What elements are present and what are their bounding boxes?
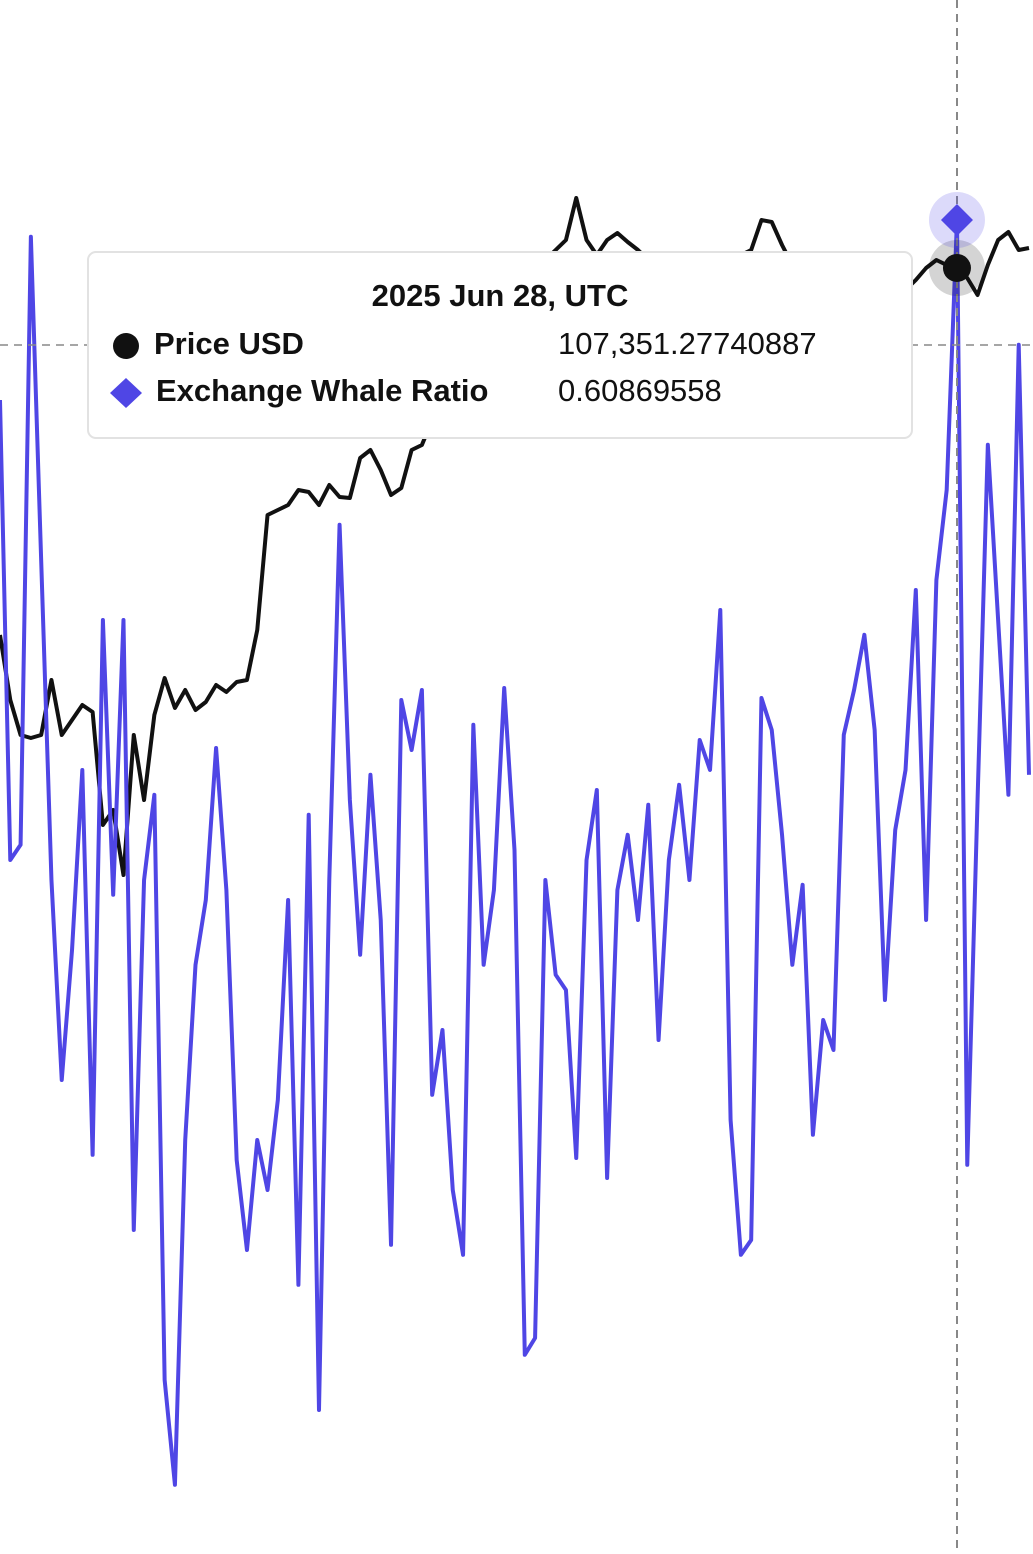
tooltip-title: 2025 Jun 28, UTC <box>372 278 629 313</box>
tooltip-icon <box>113 333 139 359</box>
tooltip-box <box>87 251 913 439</box>
tooltip-series-name: Exchange Whale Ratio <box>156 373 488 408</box>
hover-point <box>940 204 973 237</box>
series-line <box>0 218 1031 1487</box>
tooltip: 2025 Jun 28, UTC Price USD 107,351.27740… <box>87 251 913 439</box>
hover-point <box>942 253 971 282</box>
tooltip-value: 107,351.27740887 <box>558 326 817 361</box>
tooltip-value: 0.60869558 <box>558 373 722 408</box>
tooltip-series-name: Price USD <box>154 326 304 361</box>
hover-markers <box>928 192 985 296</box>
tooltip-icon <box>110 378 142 408</box>
